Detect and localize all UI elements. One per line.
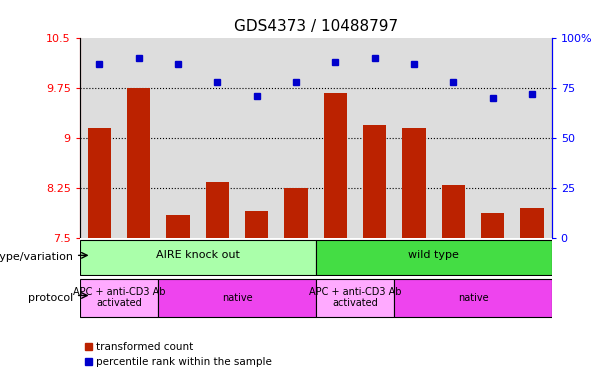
Bar xyxy=(237,38,276,238)
Bar xyxy=(316,240,552,275)
Bar xyxy=(394,38,434,238)
Text: APC + anti-CD3 Ab
activated: APC + anti-CD3 Ab activated xyxy=(73,287,166,308)
Bar xyxy=(363,125,387,238)
Bar xyxy=(355,38,394,238)
Bar xyxy=(481,214,504,238)
Text: native: native xyxy=(222,293,253,303)
Bar xyxy=(473,38,512,238)
Bar xyxy=(80,38,119,238)
Bar xyxy=(434,38,473,238)
Bar xyxy=(197,38,237,238)
Legend: transformed count, percentile rank within the sample: transformed count, percentile rank withi… xyxy=(85,342,272,367)
Bar xyxy=(402,128,426,238)
Bar xyxy=(80,279,158,316)
Text: native: native xyxy=(458,293,489,303)
Bar xyxy=(166,215,190,238)
Bar xyxy=(80,240,316,275)
Bar xyxy=(512,38,552,238)
Bar xyxy=(119,38,158,238)
Bar xyxy=(324,93,347,238)
Title: GDS4373 / 10488797: GDS4373 / 10488797 xyxy=(234,20,398,35)
Text: wild type: wild type xyxy=(408,250,459,260)
Text: AIRE knock out: AIRE knock out xyxy=(156,250,240,260)
Bar xyxy=(245,212,268,238)
Bar xyxy=(127,88,151,238)
Bar xyxy=(205,182,229,238)
Text: APC + anti-CD3 Ab
activated: APC + anti-CD3 Ab activated xyxy=(309,287,402,308)
Bar xyxy=(394,279,552,316)
Bar xyxy=(158,38,198,238)
Bar xyxy=(441,185,465,238)
Text: genotype/variation: genotype/variation xyxy=(0,252,74,262)
Text: protocol: protocol xyxy=(28,293,74,303)
Bar xyxy=(276,38,316,238)
Bar xyxy=(88,128,111,238)
Bar xyxy=(316,38,355,238)
Bar xyxy=(284,188,308,238)
Bar xyxy=(158,279,316,316)
Bar xyxy=(316,279,394,316)
Bar xyxy=(520,208,544,238)
